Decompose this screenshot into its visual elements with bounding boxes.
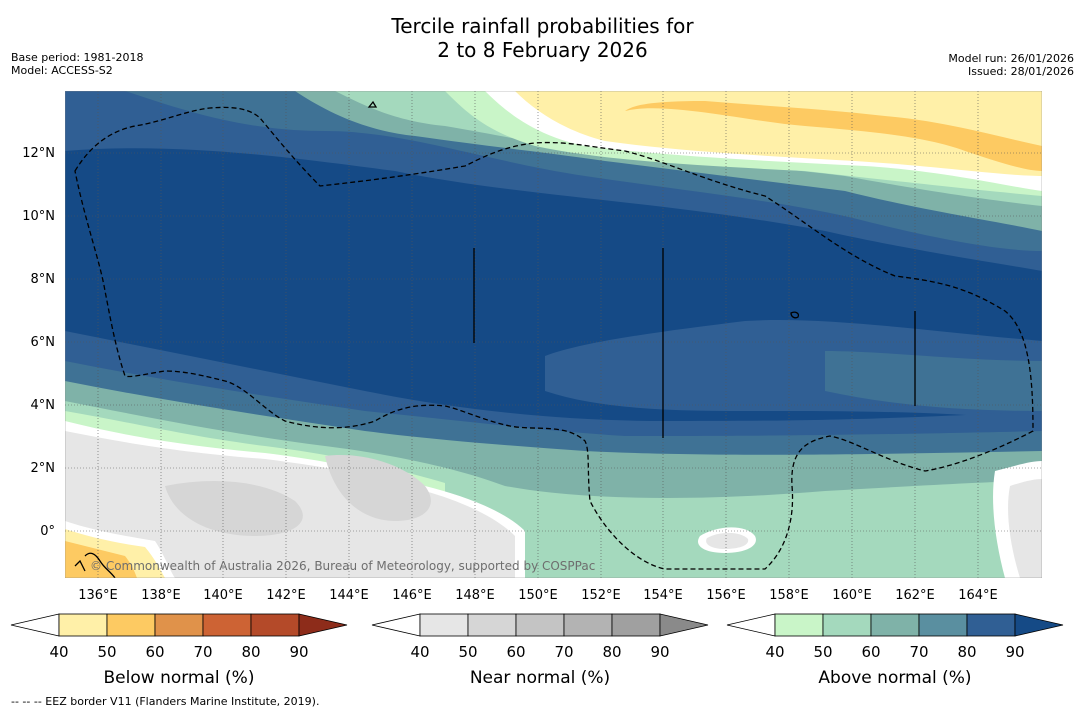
colorbar-right-extend: [1014, 613, 1064, 637]
colorbar-segment: [515, 613, 565, 637]
model-run: Model run: 26/01/2026: [948, 52, 1074, 65]
field-above-70-east: [825, 351, 1042, 411]
lat-label: 10°N: [22, 209, 55, 224]
colorbar-segment: [202, 613, 252, 637]
lon-label: 136°E: [78, 588, 118, 603]
tick-label: 60: [506, 643, 526, 661]
base-period: Base period: 1981-2018: [11, 51, 144, 64]
tick-label: 70: [193, 643, 213, 661]
colorbar-right-extend: [659, 613, 709, 637]
title-line-1: Tercile rainfall probabilities for: [391, 14, 694, 38]
map-title: Tercile rainfall probabilities for 2 to …: [0, 14, 1085, 62]
field-below-40-north: [515, 91, 1042, 176]
colorbar-below-normal: [10, 613, 348, 637]
meta-left: Base period: 1981-2018 Model: ACCESS-S2: [11, 51, 143, 77]
colorbar-segment: [918, 613, 968, 637]
field-near-bubble: [706, 532, 749, 549]
lon-label: 156°E: [706, 588, 746, 603]
lon-label: 142°E: [266, 588, 306, 603]
tick-label: 40: [765, 643, 785, 661]
colorbar-title-above: Above normal (%): [818, 668, 972, 688]
colorbar-segment: [966, 613, 1016, 637]
eez-borders: [74, 106, 1034, 570]
lat-label: 12°N: [22, 146, 55, 161]
colorbar-segment: [467, 613, 517, 637]
field-near-50: [165, 481, 303, 536]
tick-label: 50: [458, 643, 478, 661]
colorbar-segment: [611, 613, 661, 637]
lat-label: 6°N: [30, 335, 56, 350]
colorbar-segment: [822, 613, 872, 637]
lon-label: 164°E: [958, 588, 998, 603]
colorbar-segment: [563, 613, 613, 637]
tick-label: 50: [97, 643, 117, 661]
lat-label: 8°N: [30, 272, 56, 287]
tick-label: 90: [289, 643, 309, 661]
lon-label: 162°E: [895, 588, 935, 603]
tick-label: 80: [241, 643, 261, 661]
tick-label: 40: [410, 643, 430, 661]
lon-label: 154°E: [643, 588, 683, 603]
meta-right: Model run: 26/01/2026 Issued: 28/01/2026: [948, 52, 1074, 78]
tick-label: 90: [650, 643, 670, 661]
island-outlines: [74, 100, 916, 578]
lon-label: 138°E: [141, 588, 181, 603]
colorbar-segment: [250, 613, 300, 637]
lon-label: 150°E: [518, 588, 558, 603]
issued-date: Issued: 28/01/2026: [967, 65, 1074, 78]
colorbar-near-normal: [371, 613, 709, 637]
lat-label: 0°: [40, 524, 55, 539]
tick-label: 70: [909, 643, 929, 661]
tick-label: 80: [602, 643, 622, 661]
colorbar-segment: [154, 613, 204, 637]
eez-footnote: -- -- -- EEZ border V11 (Flanders Marine…: [11, 695, 320, 708]
tick-label: 40: [49, 643, 69, 661]
lon-label: 160°E: [832, 588, 872, 603]
tick-label: 60: [145, 643, 165, 661]
colorbar-left-extend: [726, 613, 776, 637]
lat-label: 4°N: [30, 398, 56, 413]
rainfall-map: [65, 91, 1042, 578]
field-near-40-east: [1008, 479, 1042, 578]
colorbar-title-below: Below normal (%): [103, 668, 255, 688]
lon-label: 148°E: [455, 588, 495, 603]
tick-label: 70: [554, 643, 574, 661]
lon-label: 140°E: [203, 588, 243, 603]
tick-label: 80: [957, 643, 977, 661]
colorbar-segment: [58, 613, 108, 637]
colorbar-right-extend: [298, 613, 348, 637]
colorbar-title-near: Near normal (%): [469, 668, 611, 688]
field-near-50-b: [325, 455, 431, 521]
colorbar-segment: [106, 613, 156, 637]
model-name: Model: ACCESS-S2: [11, 64, 113, 77]
lon-label: 144°E: [329, 588, 369, 603]
colorbar-above-normal: [726, 613, 1064, 637]
tick-label: 60: [861, 643, 881, 661]
tick-label: 90: [1005, 643, 1025, 661]
probability-fields: [65, 91, 1042, 578]
lon-label: 146°E: [392, 588, 432, 603]
lon-label: 152°E: [581, 588, 621, 603]
colorbar-segment: [774, 613, 824, 637]
colorbar-segment: [419, 613, 469, 637]
lat-label: 2°N: [30, 461, 56, 476]
colorbar-left-extend: [10, 613, 60, 637]
lon-label: 158°E: [769, 588, 809, 603]
colorbar-segment: [870, 613, 920, 637]
copyright-notice: © Commonwealth of Australia 2026, Bureau…: [90, 559, 596, 573]
field-below-50-north: [625, 101, 1042, 171]
colorbar-left-extend: [371, 613, 421, 637]
field-below-50-sw: [65, 541, 137, 578]
tick-label: 50: [813, 643, 833, 661]
colorbars: [10, 613, 1064, 637]
title-line-2: 2 to 8 February 2026: [437, 38, 648, 62]
